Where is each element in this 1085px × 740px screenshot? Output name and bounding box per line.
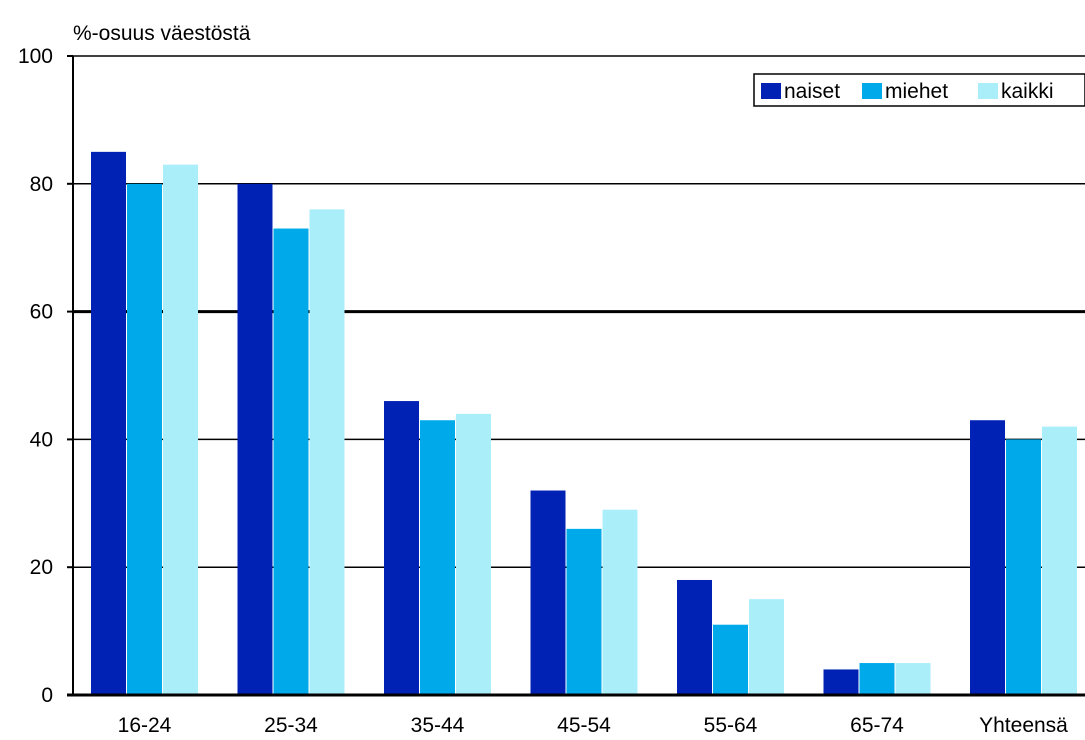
legend-swatch-naiset: [761, 83, 781, 99]
x-tick-label: 25-34: [264, 714, 318, 737]
bar-naiset-65-74: [823, 669, 859, 695]
bar-miehet-35-44: [420, 420, 455, 695]
bar-kaikki-65-74: [895, 663, 931, 695]
x-tick-label: 55-64: [704, 714, 758, 737]
bar-kaikki-25-34: [309, 209, 345, 696]
legend-label-miehet: miehet: [885, 80, 948, 103]
bar-naiset-Yhteensä: [970, 420, 1005, 695]
x-tick-label: 35-44: [411, 714, 465, 737]
bar-naiset-35-44: [384, 401, 419, 695]
bar-miehet-25-34: [273, 228, 309, 695]
y-axis-title: %-osuus väestöstä: [73, 22, 251, 45]
legend-swatch-kaikki: [978, 83, 998, 99]
y-tick-label: 0: [41, 684, 53, 707]
x-tick-label: Yhteensä: [979, 714, 1068, 737]
x-tick-label: 65-74: [850, 714, 904, 737]
bar-kaikki-16-24: [163, 164, 198, 695]
x-tick-labels: 16-24 25-34 35-44 45-54 55-64 65-74 Yhteensä: [118, 714, 1069, 737]
bar-miehet-65-74: [859, 663, 895, 695]
legend-label-naiset: naiset: [784, 80, 840, 103]
gridlines: [73, 55, 1085, 568]
legend-label-kaikki: kaikki: [1001, 80, 1054, 103]
bar-miehet-16-24: [127, 183, 162, 696]
bar-kaikki-Yhteensä: [1042, 426, 1077, 695]
bar-kaikki-35-44: [456, 413, 491, 695]
bar-naiset-16-24: [91, 151, 126, 696]
x-tick-label: 16-24: [118, 714, 172, 737]
bar-naiset-55-64: [677, 579, 712, 695]
x-tick-label: 45-54: [557, 714, 611, 737]
axes: [67, 55, 1085, 697]
y-tick-label: 100: [18, 45, 53, 68]
y-tick-label: 80: [30, 173, 53, 196]
legend: naiset miehet kaikki: [753, 73, 1085, 107]
bar-miehet-Yhteensä: [1006, 439, 1041, 695]
y-tick-label: 20: [30, 556, 53, 579]
bars: [91, 151, 1077, 696]
bar-kaikki-45-54: [602, 509, 638, 695]
bar-miehet-55-64: [713, 624, 748, 695]
bar-naiset-45-54: [530, 490, 566, 695]
y-tick-label: 60: [30, 301, 53, 324]
bar-kaikki-55-64: [749, 599, 784, 695]
y-tick-labels: 0 20 40 60 80 100: [18, 45, 53, 707]
legend-swatch-miehet: [862, 83, 882, 99]
y-tick-label: 40: [30, 428, 53, 451]
bar-naiset-25-34: [237, 183, 273, 696]
legend-box: [753, 73, 1085, 107]
bar-miehet-45-54: [566, 528, 602, 695]
